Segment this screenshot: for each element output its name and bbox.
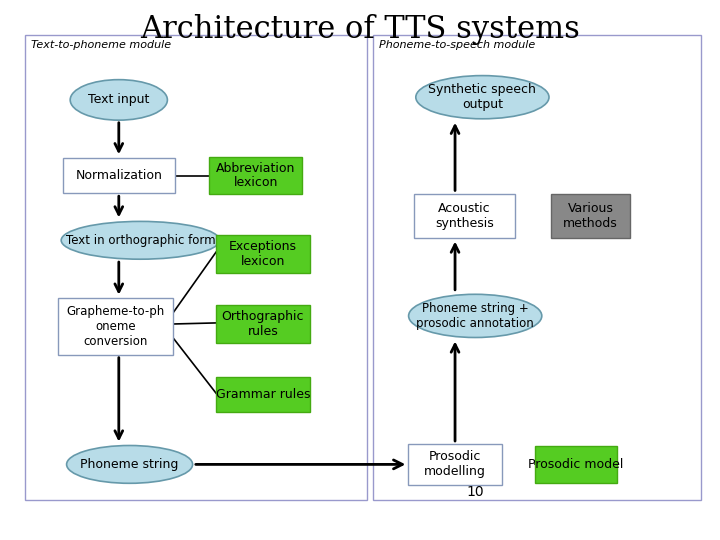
Text: Phoneme string: Phoneme string: [81, 458, 179, 471]
Ellipse shape: [409, 294, 542, 338]
Text: Text input: Text input: [88, 93, 150, 106]
Text: Synthetic speech
output: Synthetic speech output: [428, 83, 536, 111]
Text: Various
methods: Various methods: [563, 202, 618, 230]
Ellipse shape: [61, 221, 220, 259]
Text: Acoustic
synthesis: Acoustic synthesis: [435, 202, 494, 230]
FancyBboxPatch shape: [209, 157, 302, 194]
Text: Architecture of TTS systems: Architecture of TTS systems: [140, 14, 580, 45]
Text: Orthographic
rules: Orthographic rules: [222, 310, 304, 338]
FancyBboxPatch shape: [216, 305, 310, 343]
FancyBboxPatch shape: [551, 194, 630, 238]
FancyBboxPatch shape: [63, 158, 174, 193]
Ellipse shape: [416, 76, 549, 119]
Text: Normalization: Normalization: [76, 169, 162, 182]
Text: Prosodic model: Prosodic model: [528, 458, 624, 471]
Ellipse shape: [71, 80, 167, 120]
Text: Text-to-phoneme module: Text-to-phoneme module: [31, 40, 171, 50]
Text: Abbreviation
lexicon: Abbreviation lexicon: [216, 161, 295, 190]
Ellipse shape: [66, 446, 193, 483]
FancyBboxPatch shape: [58, 298, 173, 355]
Text: Phoneme-to-speech module: Phoneme-to-speech module: [379, 40, 535, 50]
FancyBboxPatch shape: [216, 377, 310, 411]
Text: Text in orthographic form: Text in orthographic form: [66, 234, 215, 247]
Text: Exceptions
lexicon: Exceptions lexicon: [229, 240, 297, 268]
FancyBboxPatch shape: [373, 35, 701, 500]
Text: Phoneme string +
prosodic annotation: Phoneme string + prosodic annotation: [416, 302, 534, 330]
Text: Grapheme-to-ph
oneme
conversion: Grapheme-to-ph oneme conversion: [66, 305, 164, 348]
FancyBboxPatch shape: [408, 444, 502, 485]
FancyBboxPatch shape: [414, 194, 515, 238]
Text: Prosodic
modelling: Prosodic modelling: [424, 450, 486, 478]
FancyBboxPatch shape: [216, 235, 310, 273]
FancyBboxPatch shape: [25, 35, 367, 500]
FancyBboxPatch shape: [534, 446, 618, 483]
Text: Grammar rules: Grammar rules: [215, 388, 310, 401]
Text: 10: 10: [467, 485, 484, 500]
